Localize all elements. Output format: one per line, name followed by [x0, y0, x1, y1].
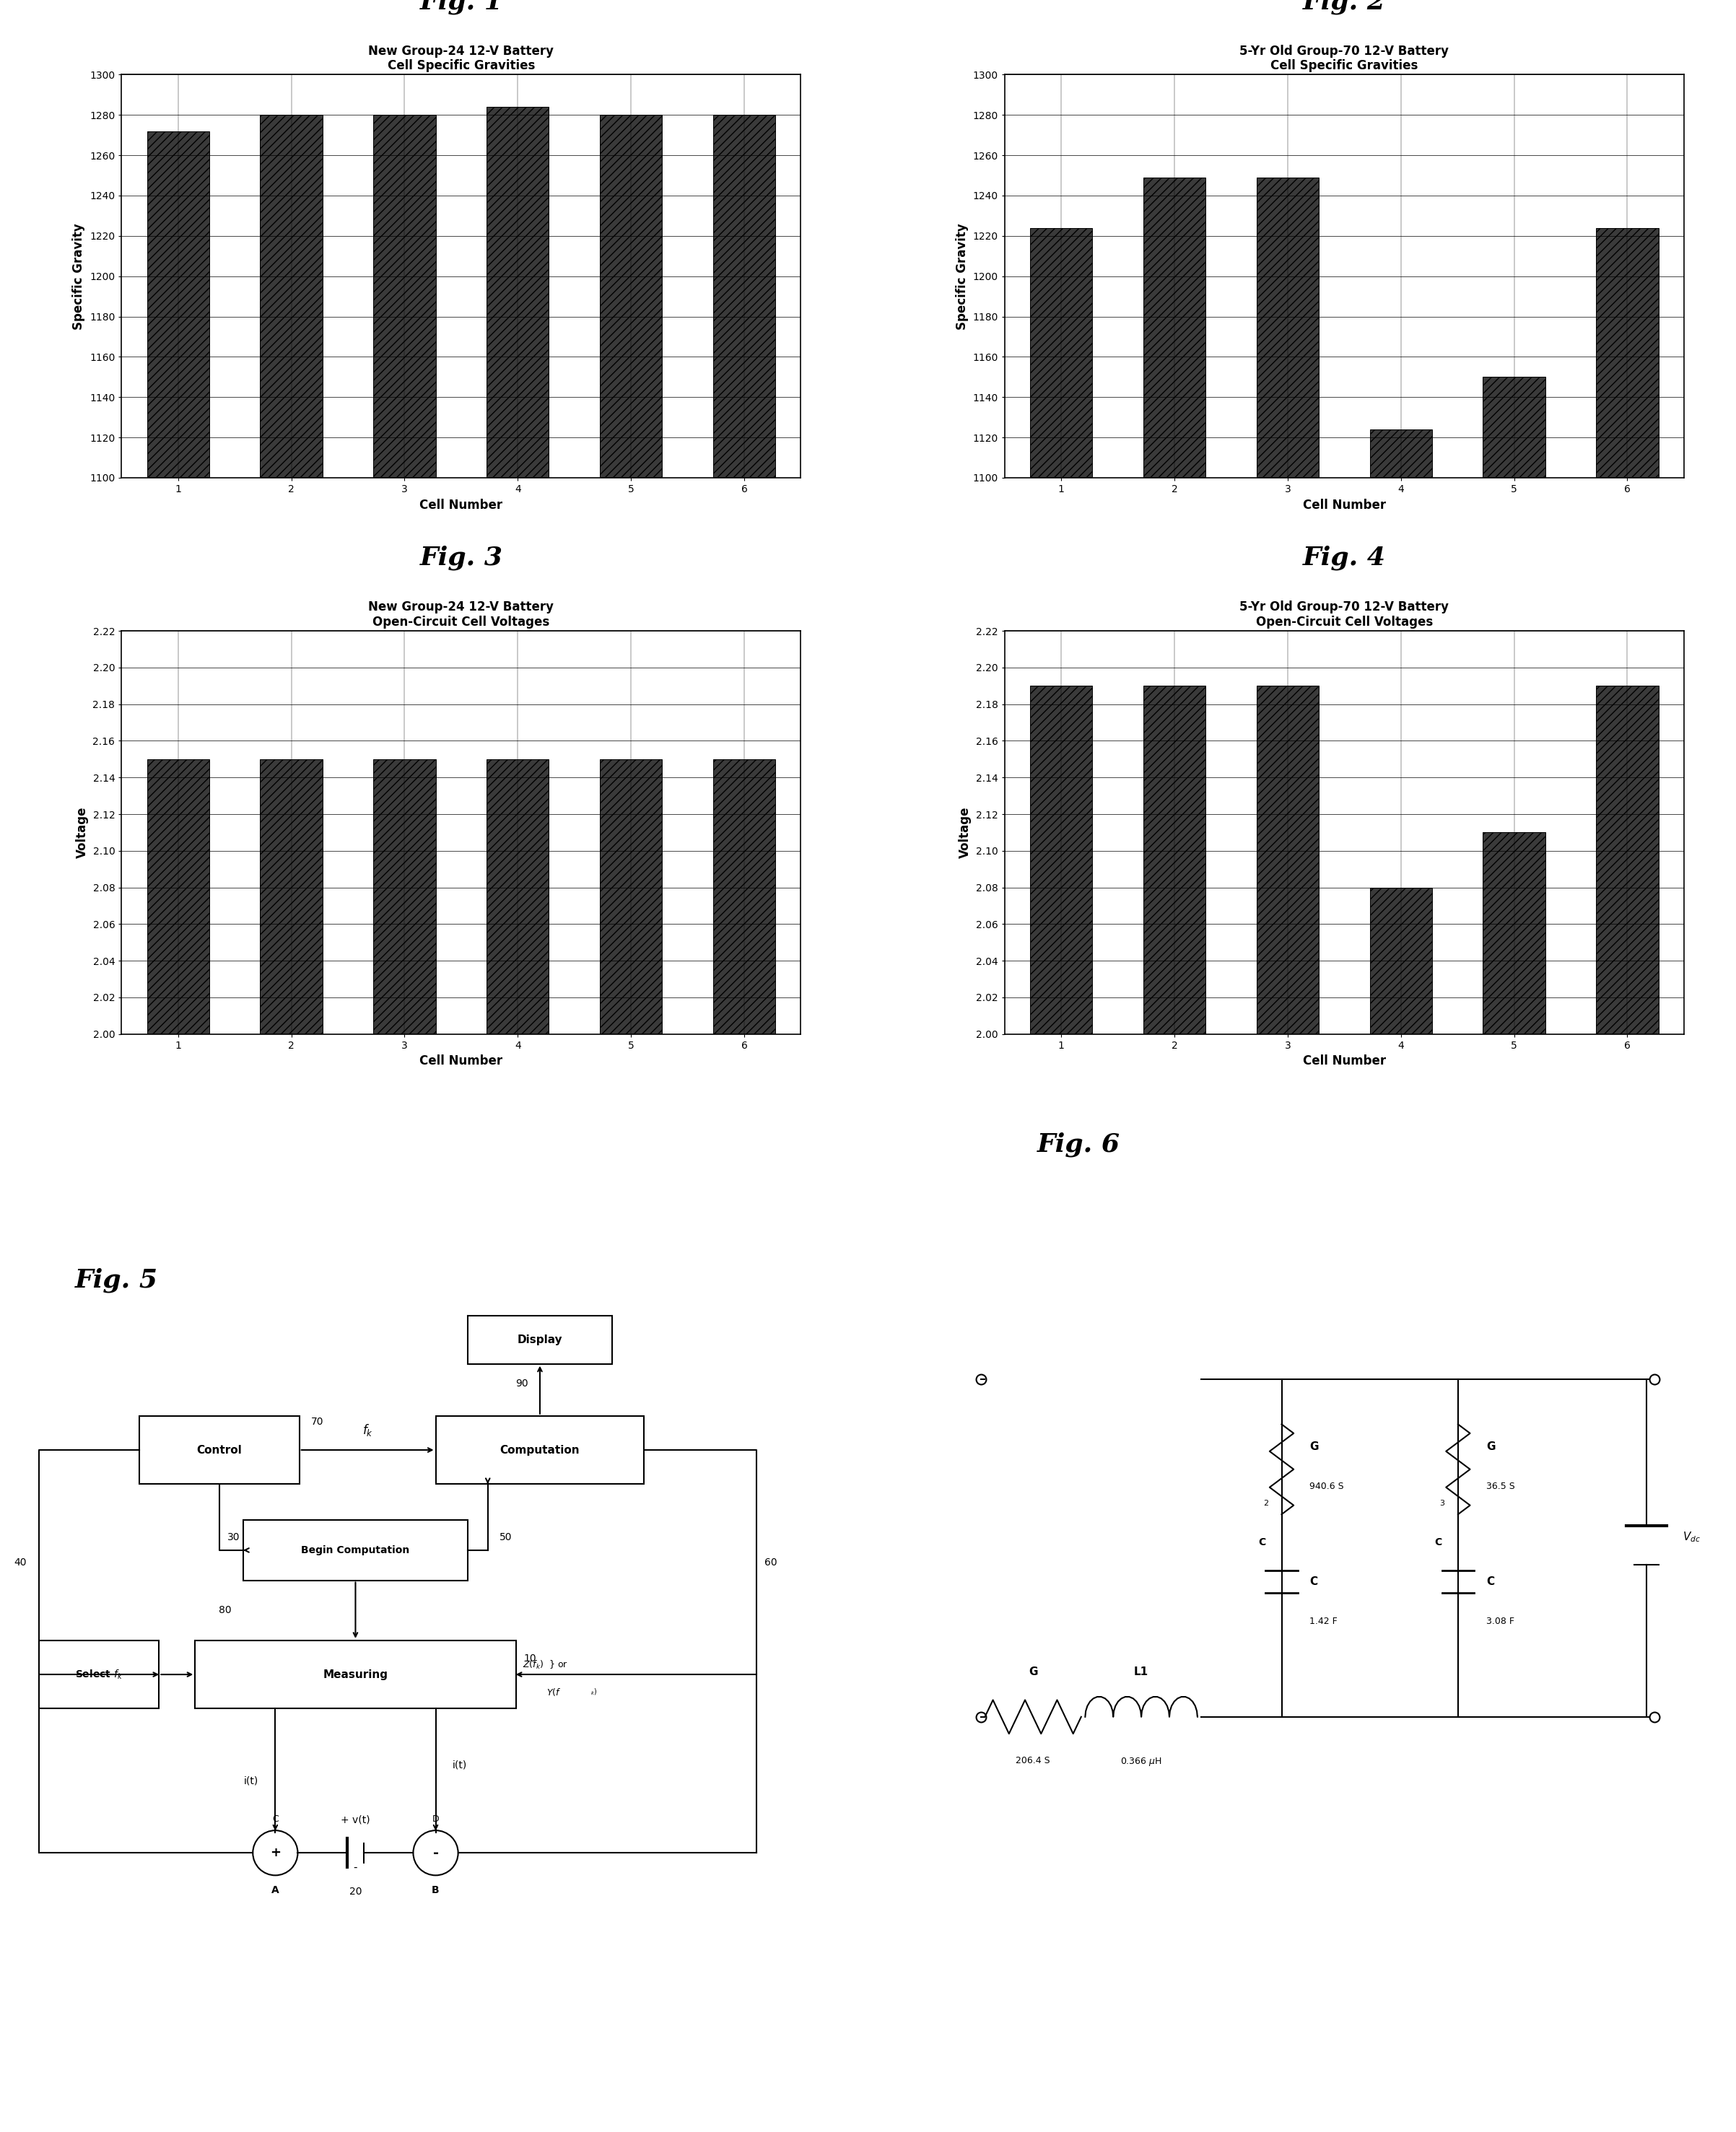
Bar	[601, 115, 661, 478]
Text: G: G	[1486, 1441, 1495, 1452]
Text: 20: 20	[349, 1887, 361, 1897]
Text: 80: 80	[219, 1605, 231, 1616]
Bar	[1144, 687, 1205, 1034]
Text: Control: Control	[196, 1445, 241, 1456]
Bar	[601, 759, 661, 1034]
Text: -: -	[354, 1861, 358, 1872]
Text: Select $f_k$: Select $f_k$	[75, 1667, 123, 1680]
Text: Measuring: Measuring	[323, 1669, 387, 1680]
X-axis label: Cell Number: Cell Number	[1302, 1055, 1385, 1068]
Bar	[1257, 177, 1319, 478]
Text: 10: 10	[524, 1654, 536, 1663]
Bar	[373, 115, 436, 478]
Text: +: +	[269, 1846, 281, 1859]
Text: D: D	[432, 1814, 439, 1825]
X-axis label: Cell Number: Cell Number	[1302, 499, 1385, 512]
Bar	[1483, 377, 1545, 478]
Text: Begin Computation: Begin Computation	[302, 1546, 410, 1554]
Bar	[139, 1416, 299, 1484]
Text: + v(t): + v(t)	[340, 1814, 370, 1825]
Text: i(t): i(t)	[453, 1759, 467, 1770]
Text: Fig. 2: Fig. 2	[1302, 0, 1385, 15]
Text: $Y(f$: $Y(f$	[547, 1686, 561, 1697]
Text: L1: L1	[1134, 1667, 1149, 1678]
Bar	[436, 1416, 644, 1484]
Bar	[486, 107, 549, 478]
Bar	[1029, 687, 1092, 1034]
Text: 30: 30	[227, 1533, 240, 1541]
X-axis label: Cell Number: Cell Number	[420, 499, 503, 512]
Bar	[467, 1315, 613, 1364]
Bar	[1144, 177, 1205, 478]
Text: G: G	[1309, 1441, 1319, 1452]
Text: Fig. 4: Fig. 4	[1302, 546, 1385, 571]
Text: G: G	[1028, 1667, 1038, 1678]
Text: 206.4 S: 206.4 S	[1016, 1757, 1050, 1765]
Text: C: C	[1309, 1576, 1318, 1586]
Bar	[1029, 228, 1092, 478]
Text: Fig. 6: Fig. 6	[1036, 1132, 1120, 1158]
Text: -: -	[432, 1846, 439, 1859]
Bar	[260, 759, 323, 1034]
Bar	[1483, 831, 1545, 1034]
Text: 60: 60	[764, 1556, 778, 1567]
Text: C: C	[273, 1814, 278, 1825]
Bar	[243, 1520, 467, 1580]
Bar	[713, 115, 776, 478]
Text: $V_{dc}$: $V_{dc}$	[1682, 1531, 1701, 1544]
Bar	[713, 759, 776, 1034]
Text: $Z(f_k)$  } or: $Z(f_k)$ } or	[523, 1659, 568, 1671]
Title: 5-Yr Old Group-70 12-V Battery
Open-Circuit Cell Voltages: 5-Yr Old Group-70 12-V Battery Open-Circ…	[1240, 601, 1450, 629]
Bar	[1370, 429, 1432, 478]
Text: 90: 90	[516, 1379, 528, 1388]
Bar	[194, 1640, 516, 1708]
Text: 70: 70	[311, 1418, 325, 1426]
Text: $f_k$: $f_k$	[363, 1422, 373, 1437]
Text: 1.42 F: 1.42 F	[1309, 1616, 1338, 1627]
Bar	[486, 759, 549, 1034]
Text: 3: 3	[1439, 1499, 1444, 1507]
Text: Fig. 3: Fig. 3	[420, 546, 503, 571]
Text: Computation: Computation	[500, 1445, 580, 1456]
Bar	[373, 759, 436, 1034]
Bar	[38, 1640, 160, 1708]
X-axis label: Cell Number: Cell Number	[420, 1055, 503, 1068]
Bar	[1257, 687, 1319, 1034]
Text: 40: 40	[14, 1556, 26, 1567]
Bar	[1595, 228, 1658, 478]
Bar	[1595, 687, 1658, 1034]
Text: i(t): i(t)	[245, 1776, 259, 1787]
Y-axis label: Specific Gravity: Specific Gravity	[955, 224, 969, 330]
Text: 2: 2	[1264, 1499, 1269, 1507]
Text: 50: 50	[500, 1533, 512, 1541]
Title: 5-Yr Old Group-70 12-V Battery
Cell Specific Gravities: 5-Yr Old Group-70 12-V Battery Cell Spec…	[1240, 45, 1450, 72]
Title: New Group-24 12-V Battery
Open-Circuit Cell Voltages: New Group-24 12-V Battery Open-Circuit C…	[368, 601, 554, 629]
Text: C: C	[1434, 1537, 1443, 1548]
Bar	[1370, 887, 1432, 1034]
Text: 3.08 F: 3.08 F	[1486, 1616, 1514, 1627]
Y-axis label: Voltage: Voltage	[76, 806, 89, 859]
Y-axis label: Voltage: Voltage	[958, 806, 972, 859]
Y-axis label: Specific Gravity: Specific Gravity	[73, 224, 85, 330]
Text: 36.5 S: 36.5 S	[1486, 1482, 1516, 1490]
Text: 0.366 $\mu$H: 0.366 $\mu$H	[1120, 1757, 1161, 1767]
Text: 940.6 S: 940.6 S	[1309, 1482, 1344, 1490]
Bar	[148, 759, 210, 1034]
Title: New Group-24 12-V Battery
Cell Specific Gravities: New Group-24 12-V Battery Cell Specific …	[368, 45, 554, 72]
Bar	[148, 130, 210, 478]
Text: $_{k})$: $_{k})$	[590, 1686, 597, 1697]
Text: Display: Display	[517, 1335, 562, 1345]
Text: C: C	[1486, 1576, 1495, 1586]
Text: C: C	[1259, 1537, 1266, 1548]
Text: Fig. 5: Fig. 5	[75, 1269, 158, 1292]
Text: B: B	[432, 1885, 439, 1895]
Text: Fig. 1: Fig. 1	[420, 0, 503, 15]
Bar	[260, 115, 323, 478]
Text: A: A	[271, 1885, 279, 1895]
